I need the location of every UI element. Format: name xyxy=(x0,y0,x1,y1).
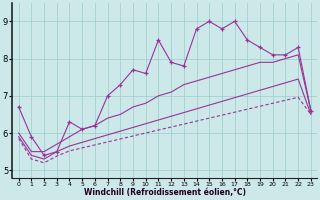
X-axis label: Windchill (Refroidissement éolien,°C): Windchill (Refroidissement éolien,°C) xyxy=(84,188,246,197)
